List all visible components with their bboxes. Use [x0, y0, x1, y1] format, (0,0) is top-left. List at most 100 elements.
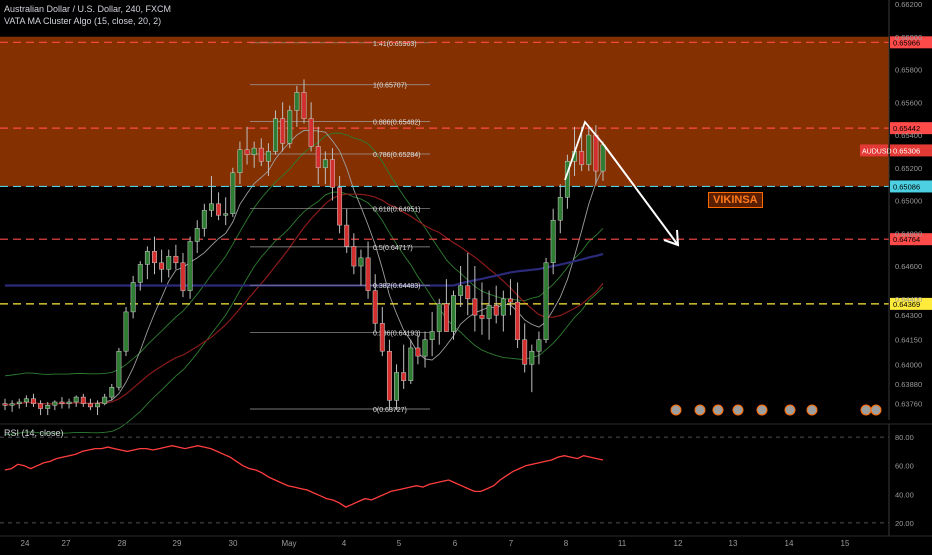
candle-body — [593, 134, 599, 172]
rsi-tick-label: 60.00 — [895, 462, 914, 471]
candle-body — [465, 285, 471, 300]
candle-body — [251, 147, 257, 155]
event-marker — [694, 404, 706, 416]
event-marker — [806, 404, 818, 416]
candle-body — [379, 323, 385, 352]
candle-body — [180, 262, 186, 291]
time-tick-label: 11 — [618, 539, 627, 548]
price-tick-label: 0.63760 — [895, 400, 922, 409]
watermark-label: VIKINSA — [708, 192, 763, 208]
candle-body — [80, 396, 86, 404]
pattern-arrow — [564, 120, 605, 181]
candle-body — [308, 118, 314, 147]
candle-body — [358, 257, 364, 267]
candle-body — [429, 331, 435, 340]
candle-body — [159, 262, 165, 270]
fib-level-label: 0(0.63727) — [373, 407, 407, 414]
candle-body — [166, 255, 172, 270]
event-marker — [860, 404, 872, 416]
candle-body — [500, 298, 506, 316]
time-axis: 24 27 28 29 30 May 4 5 6 7 8 11 12 13 14 15 — [0, 535, 932, 548]
candle-body — [244, 149, 250, 155]
candle-body — [472, 298, 478, 316]
symbol-title: Australian Dollar / U.S. Dollar, 240, FX… — [4, 4, 172, 14]
candle-body — [415, 347, 421, 357]
symbol-tag — [860, 144, 888, 157]
candle-body — [102, 396, 108, 404]
time-tick-label: 7 — [509, 539, 514, 548]
candle-body — [280, 118, 286, 144]
candle-body — [208, 203, 214, 211]
candle-body — [31, 398, 36, 404]
price-tick-label: 0.64400 — [895, 295, 922, 304]
candle-body — [301, 92, 307, 119]
price-tag-text: 0.65966 — [893, 38, 920, 47]
candle-body — [59, 401, 65, 404]
fib-level-label: 0.618(0.64951) — [373, 207, 420, 214]
candle-body — [237, 149, 243, 173]
price-tick-label: 0.64000 — [895, 360, 922, 369]
fib-level-label: 0.236(0.64193) — [373, 331, 420, 338]
price-tick-label: 0.64150 — [895, 336, 922, 345]
candle-body — [123, 311, 129, 352]
candle-body — [265, 151, 271, 162]
time-tick-label: 8 — [564, 539, 569, 548]
price-tick-label: 0.63880 — [895, 380, 922, 389]
candle-body — [351, 246, 357, 267]
time-tick-label: 5 — [397, 539, 402, 548]
candle-body — [66, 401, 72, 404]
candle-body — [337, 187, 343, 226]
price-tick-label: 0.66000 — [895, 33, 922, 42]
fib-level-label: 1.41(0.65963) — [373, 41, 417, 48]
event-marker — [670, 404, 682, 416]
candle-body — [536, 339, 542, 352]
candle-body — [273, 118, 278, 152]
candle-body — [216, 203, 222, 216]
projection-arrowhead — [663, 229, 680, 247]
rsi-tick-label: 80.00 — [895, 433, 914, 442]
candle-body — [38, 403, 44, 409]
fib-level-label: 0.382(0.64483) — [373, 283, 420, 290]
candle-body — [116, 350, 122, 388]
lower-band-line — [4, 191, 604, 436]
price-tag-text: 0.64764 — [893, 235, 920, 244]
candle-body — [187, 241, 193, 291]
event-markers — [670, 404, 882, 416]
indicator-title: VATA MA Cluster Algo (15, close, 20, 2) — [4, 16, 162, 26]
fib-level-label: 0.786(0.65284) — [373, 152, 420, 159]
projection-arrow — [603, 144, 679, 246]
candle-body — [322, 159, 328, 169]
time-tick-label: 29 — [173, 539, 182, 548]
candle-body — [223, 213, 229, 216]
price-tick-label: 0.65800 — [895, 66, 922, 75]
time-tick-label: 6 — [453, 539, 458, 548]
candle-body — [201, 210, 207, 229]
candle-body — [230, 172, 236, 214]
time-tick-label: 24 — [21, 539, 30, 548]
candle-body — [394, 372, 400, 401]
event-marker — [712, 404, 724, 416]
candle-body — [586, 134, 592, 165]
price-tick-label: 0.64800 — [895, 229, 922, 238]
event-marker — [732, 404, 744, 416]
candle-body — [479, 314, 485, 319]
price-tick-label: 0.66200 — [895, 0, 922, 9]
candle-body — [486, 305, 492, 319]
candle-body — [87, 403, 93, 408]
time-tick-label: 4 — [342, 539, 347, 548]
candle-body — [408, 347, 414, 381]
candle-body — [137, 264, 143, 283]
time-tick-label: 14 — [785, 539, 794, 548]
candle-body — [152, 251, 157, 264]
time-tick-label: May — [281, 539, 296, 548]
candle-body — [16, 401, 22, 404]
candle-body — [600, 144, 606, 172]
candle-body — [579, 151, 585, 165]
candle-body — [95, 403, 101, 408]
candle-body — [9, 403, 15, 406]
candle-body — [372, 290, 378, 324]
candle-body — [365, 257, 371, 291]
candle-body — [23, 398, 29, 403]
